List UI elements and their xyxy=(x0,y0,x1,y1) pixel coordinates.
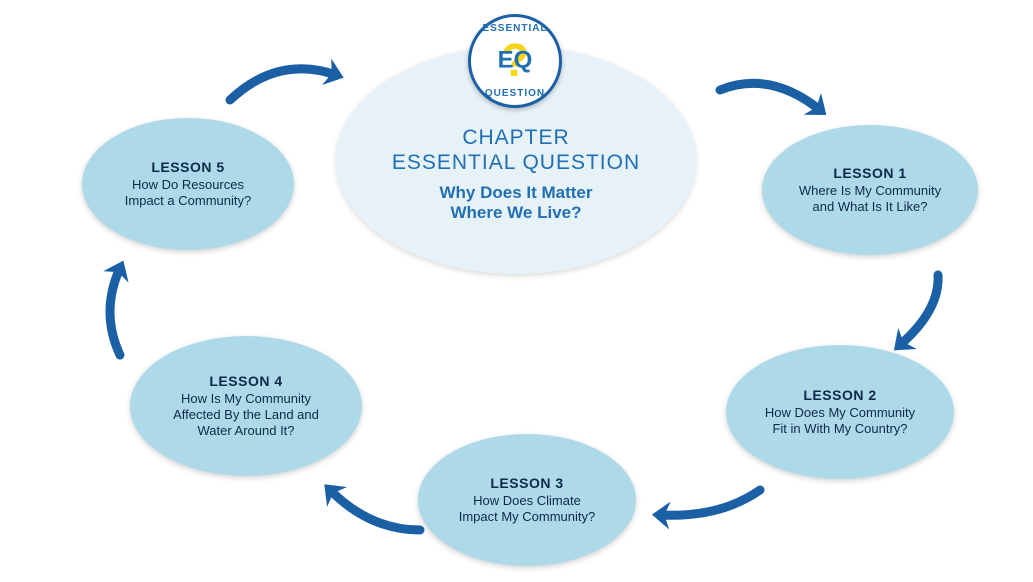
node-lesson4: LESSON 4 How Is My CommunityAffected By t… xyxy=(130,336,362,476)
arrow-3-to-4 xyxy=(330,490,420,530)
lesson-label: LESSON 3 xyxy=(490,475,563,491)
arrow-4-to-5 xyxy=(110,268,120,355)
center-title-line2: ESSENTIAL QUESTION xyxy=(392,151,640,174)
node-lesson5: LESSON 5 How Do ResourcesImpact a Communi… xyxy=(82,118,294,250)
lesson-text: Where Is My Communityand What Is It Like… xyxy=(799,183,941,216)
center-title-line1: CHAPTER xyxy=(462,126,569,149)
lesson-text: How Do ResourcesImpact a Community? xyxy=(125,177,251,210)
lesson-label: LESSON 2 xyxy=(803,387,876,403)
arrow-center-to-1 xyxy=(720,83,820,110)
lesson-label: LESSON 5 xyxy=(151,159,224,175)
lesson-text: How Does ClimateImpact My Community? xyxy=(459,493,596,526)
center-sub-line2: Where We Live? xyxy=(451,203,582,222)
arrow-1-to-2 xyxy=(900,275,938,345)
eq-badge: ? ESSENTIAL EQ QUESTION xyxy=(468,14,562,108)
node-lesson1: LESSON 1 Where Is My Communityand What Is… xyxy=(762,125,978,255)
center-subtitle: Why Does It Matter Where We Live? xyxy=(439,183,592,224)
eq-badge-inner: ? ESSENTIAL EQ QUESTION xyxy=(471,17,559,105)
arrow-5-to-center xyxy=(230,69,336,100)
lesson-text: How Is My CommunityAffected By the Land … xyxy=(173,391,319,440)
eq-arc-top: ESSENTIAL xyxy=(471,23,559,34)
node-lesson2: LESSON 2 How Does My CommunityFit in With… xyxy=(726,345,954,479)
diagram-stage: CHAPTER ESSENTIAL QUESTION Why Does It M… xyxy=(0,0,1033,582)
lesson-text: How Does My CommunityFit in With My Coun… xyxy=(765,405,915,438)
center-title: CHAPTER ESSENTIAL QUESTION xyxy=(392,126,640,174)
center-sub-line1: Why Does It Matter xyxy=(439,183,592,202)
eq-mid-text: EQ xyxy=(471,46,559,74)
eq-arc-bottom: QUESTION xyxy=(471,88,559,99)
lesson-label: LESSON 4 xyxy=(209,373,282,389)
arrow-2-to-3 xyxy=(660,490,760,515)
node-lesson3: LESSON 3 How Does ClimateImpact My Commun… xyxy=(418,434,636,566)
lesson-label: LESSON 1 xyxy=(833,165,906,181)
